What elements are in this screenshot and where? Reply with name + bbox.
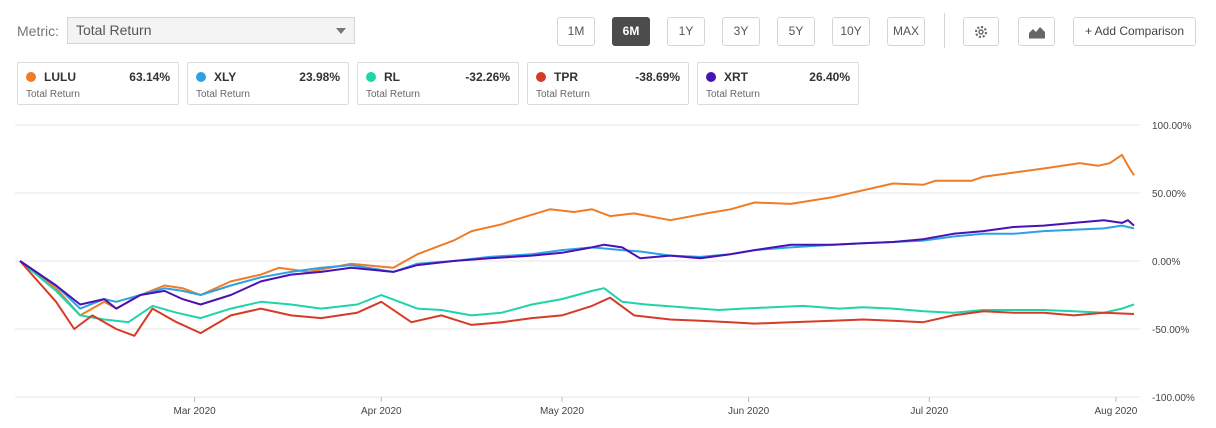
legend-value: 63.14% (129, 70, 170, 84)
range-button-max[interactable]: MAX (887, 17, 925, 46)
metric-select-value: Total Return (76, 22, 152, 38)
legend-value: 26.40% (809, 70, 850, 84)
legend-ticker: TPR (554, 70, 578, 84)
legend-ticker: XLY (214, 70, 237, 84)
series-line-tpr[interactable] (19, 260, 1135, 337)
legend-value: -32.26% (465, 70, 510, 84)
series-color-dot (536, 72, 546, 82)
series-line-rl[interactable] (19, 260, 1135, 324)
range-button-1y[interactable]: 1Y (667, 17, 705, 46)
x-tick-label: Mar 2020 (173, 406, 216, 417)
range-button-10y[interactable]: 10Y (832, 17, 870, 46)
legend-card-rl[interactable]: RL -32.26% Total Return (357, 62, 519, 105)
legend-value: 23.98% (299, 70, 340, 84)
chart-type-button[interactable] (1018, 17, 1055, 46)
x-tick-label: Jun 2020 (728, 406, 770, 417)
legend-metric: Total Return (706, 89, 760, 100)
x-tick-label: Apr 2020 (361, 406, 402, 417)
range-button-1m[interactable]: 1M (557, 17, 595, 46)
chevron-down-icon (336, 28, 346, 34)
add-comparison-button[interactable]: + Add Comparison (1073, 17, 1196, 46)
legend-metric: Total Return (366, 89, 420, 100)
y-tick-label: 100.00% (1152, 121, 1192, 132)
metric-label: Metric: (17, 23, 59, 39)
legend-card-xly[interactable]: XLY 23.98% Total Return (187, 62, 349, 105)
series-line-xrt[interactable] (19, 219, 1135, 310)
series-color-dot (706, 72, 716, 82)
series-color-dot (196, 72, 206, 82)
x-tick-label: Aug 2020 (1094, 406, 1137, 417)
area-chart-icon (1028, 26, 1045, 38)
settings-button[interactable] (963, 17, 999, 46)
legend-value: -38.69% (635, 70, 680, 84)
legend-metric: Total Return (26, 89, 80, 100)
y-tick-label: 50.00% (1152, 189, 1186, 200)
range-button-3y[interactable]: 3Y (722, 17, 760, 46)
series-color-dot (26, 72, 36, 82)
y-tick-label: 0.00% (1152, 257, 1180, 268)
series-color-dot (366, 72, 376, 82)
x-tick-label: Jul 2020 (910, 406, 948, 417)
series-line-lulu[interactable] (19, 153, 1135, 317)
legend-metric: Total Return (536, 89, 590, 100)
metric-select[interactable]: Total Return (67, 17, 355, 44)
legend-ticker: LULU (44, 70, 76, 84)
toolbar-divider (944, 13, 945, 48)
legend-card-xrt[interactable]: XRT 26.40% Total Return (697, 62, 859, 105)
legend-card-tpr[interactable]: TPR -38.69% Total Return (527, 62, 689, 105)
x-tick-label: May 2020 (540, 406, 584, 417)
y-tick-label: -100.00% (1152, 393, 1195, 404)
legend-metric: Total Return (196, 89, 250, 100)
series-line-xly[interactable] (19, 224, 1135, 310)
legend-card-lulu[interactable]: LULU 63.14% Total Return (17, 62, 179, 105)
range-button-6m[interactable]: 6M (612, 17, 650, 46)
legend-ticker: RL (384, 70, 400, 84)
legend-ticker: XRT (724, 70, 748, 84)
gear-icon (975, 25, 987, 38)
range-button-5y[interactable]: 5Y (777, 17, 815, 46)
y-tick-label: -50.00% (1152, 325, 1189, 336)
